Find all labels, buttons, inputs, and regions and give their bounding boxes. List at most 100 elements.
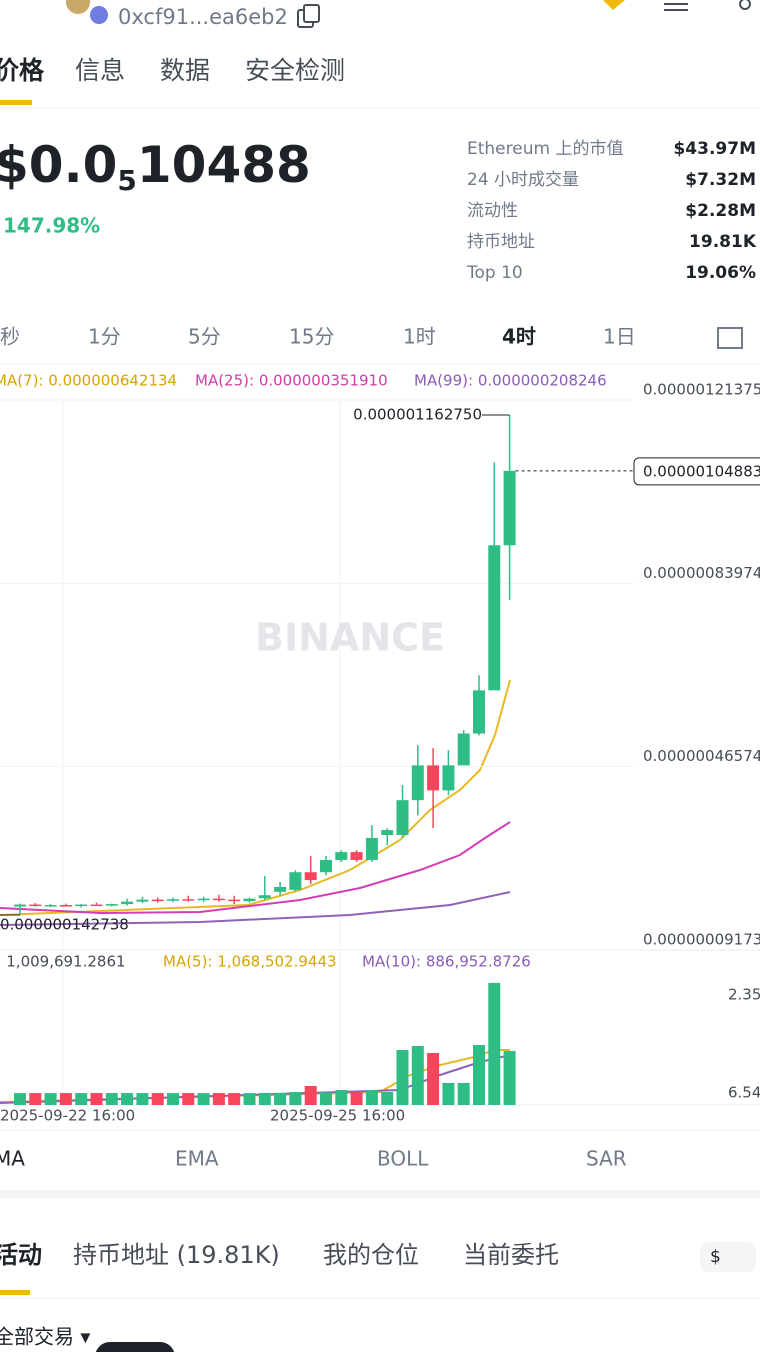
volume-bar	[396, 1049, 409, 1105]
price-change: 147.98%	[3, 214, 100, 238]
stat-label: Top 10	[466, 263, 523, 283]
volume-bar	[427, 1053, 440, 1105]
menu-icon[interactable]	[664, 3, 688, 11]
copy-icon-back	[303, 4, 320, 23]
candle-body	[335, 852, 348, 860]
candle-body	[488, 545, 501, 691]
currency: $	[710, 1247, 721, 1267]
candle-body	[59, 905, 72, 907]
volume-bar	[258, 1092, 271, 1105]
share-icon[interactable]	[739, 0, 751, 10]
volume-bar	[44, 1093, 57, 1105]
section-gap	[0, 1190, 760, 1198]
vol-legend: MA(5): 1,068,502.9443	[163, 953, 337, 971]
candle-body	[151, 899, 164, 902]
intervals: 秒 1分 5分 15分 1时 4时 1日	[0, 325, 743, 349]
ma25-line	[0, 821, 511, 915]
stat-value: $2.28M	[685, 201, 756, 221]
stat-value: $43.97M	[673, 139, 756, 159]
interval[interactable]: 1分	[88, 325, 121, 349]
tab[interactable]: 价格	[0, 56, 45, 85]
indicator-tab[interactable]: EMA	[175, 1147, 219, 1171]
interval[interactable]: 4时	[502, 325, 536, 349]
volume-bar	[289, 1092, 302, 1105]
eth-icon	[90, 6, 108, 24]
current-price-label: 0.00000104883	[643, 462, 760, 480]
bottom-tab[interactable]: 持币地址 (19.81K)	[73, 1241, 280, 1269]
candle-body	[442, 765, 455, 791]
vol-legend: MA(10): 886,952.8726	[362, 953, 531, 971]
candle-body	[427, 765, 440, 791]
currency-toggle[interactable]	[700, 1242, 756, 1272]
volume-bar	[304, 1085, 317, 1105]
low-label: 0.000000142738	[0, 915, 129, 933]
indicator-tab[interactable]: BOLL	[377, 1147, 429, 1171]
ma-legend: MA(25): 0.000000351910	[195, 372, 388, 390]
bottom-tab[interactable]: 当前委托	[463, 1241, 559, 1269]
indicator-tab[interactable]: SAR	[586, 1147, 627, 1171]
volume-bar	[75, 1093, 88, 1105]
stat-label: 持币地址	[467, 232, 535, 252]
volume-bar	[274, 1092, 287, 1105]
vol-tick-label: 6.54	[728, 1084, 760, 1102]
settings-icon[interactable]	[717, 327, 743, 349]
candle-body	[350, 852, 363, 860]
candle-body	[44, 905, 57, 907]
candle-body	[167, 899, 179, 901]
interval[interactable]: 1日	[603, 325, 636, 349]
candle-body	[121, 901, 134, 905]
x-tick-label: 2025-09-22 16:00	[0, 1107, 135, 1125]
star-icon[interactable]	[603, 0, 625, 10]
volume-bar	[381, 1092, 394, 1105]
tab[interactable]: 安全检测	[245, 56, 345, 85]
indicators: MA EMA BOLL SAR	[0, 1147, 627, 1171]
tab[interactable]: 信息	[75, 56, 125, 85]
current-price-box	[633, 457, 760, 486]
stat-label: 流动性	[467, 201, 518, 221]
x-tick-label: 2025-09-25 16:00	[270, 1107, 405, 1125]
volume-bar	[503, 1051, 516, 1105]
candle-body	[304, 872, 317, 881]
candle-body	[14, 904, 26, 907]
ma-legend: MA(99): 0.000000208246	[414, 372, 607, 390]
watermark: BINANCE	[255, 616, 445, 660]
token-avatar	[66, 0, 90, 14]
stat-value: 19.06%	[685, 263, 756, 283]
candle-body	[473, 690, 485, 734]
volume-bar	[457, 1082, 470, 1105]
interval[interactable]: 1时	[403, 325, 436, 349]
stat-value: 19.81K	[689, 232, 757, 252]
floating-button[interactable]	[95, 1342, 175, 1352]
candle-body	[228, 899, 241, 902]
volume-bar	[105, 1093, 118, 1105]
volume-bar	[442, 1082, 455, 1105]
filter[interactable]: 全部交易 ▾	[0, 1325, 90, 1349]
interval[interactable]: 5分	[188, 325, 221, 349]
bottom-tabs: 活动 持币地址 (19.81K) 我的仓位 当前委托	[0, 1241, 559, 1269]
candle-body	[320, 859, 332, 873]
indicator-tab[interactable]: MA	[0, 1147, 25, 1171]
y-tick-label: 0.00000009173	[643, 931, 760, 949]
volume-bar	[29, 1093, 42, 1105]
interval[interactable]: 15分	[289, 325, 334, 349]
candle-body	[457, 733, 470, 766]
address[interactable]: 0xcf91...ea6eb2	[118, 5, 288, 29]
volume-bar	[151, 1093, 164, 1105]
tab[interactable]: 数据	[160, 56, 210, 85]
tab-underline	[0, 100, 32, 105]
candle-body	[274, 886, 287, 892]
bottom-tab[interactable]: 活动	[0, 1241, 42, 1269]
candle-body	[289, 872, 302, 890]
volume-bar	[473, 1045, 485, 1105]
candle-body	[29, 904, 42, 907]
interval[interactable]: 秒	[0, 325, 20, 349]
volume-bar	[90, 1093, 103, 1105]
volume-bar	[59, 1093, 72, 1105]
vol-legend: Vol: 1,009,691.2861	[0, 953, 126, 971]
vol-tick-label: 2.35	[728, 986, 760, 1004]
chart: BINANCE MA(7): 0.000000642134 MA(25): 0.0…	[0, 372, 760, 1125]
y-tick-label: 0.00000083974	[643, 564, 760, 582]
bottom-tab[interactable]: 我的仓位	[323, 1241, 419, 1269]
